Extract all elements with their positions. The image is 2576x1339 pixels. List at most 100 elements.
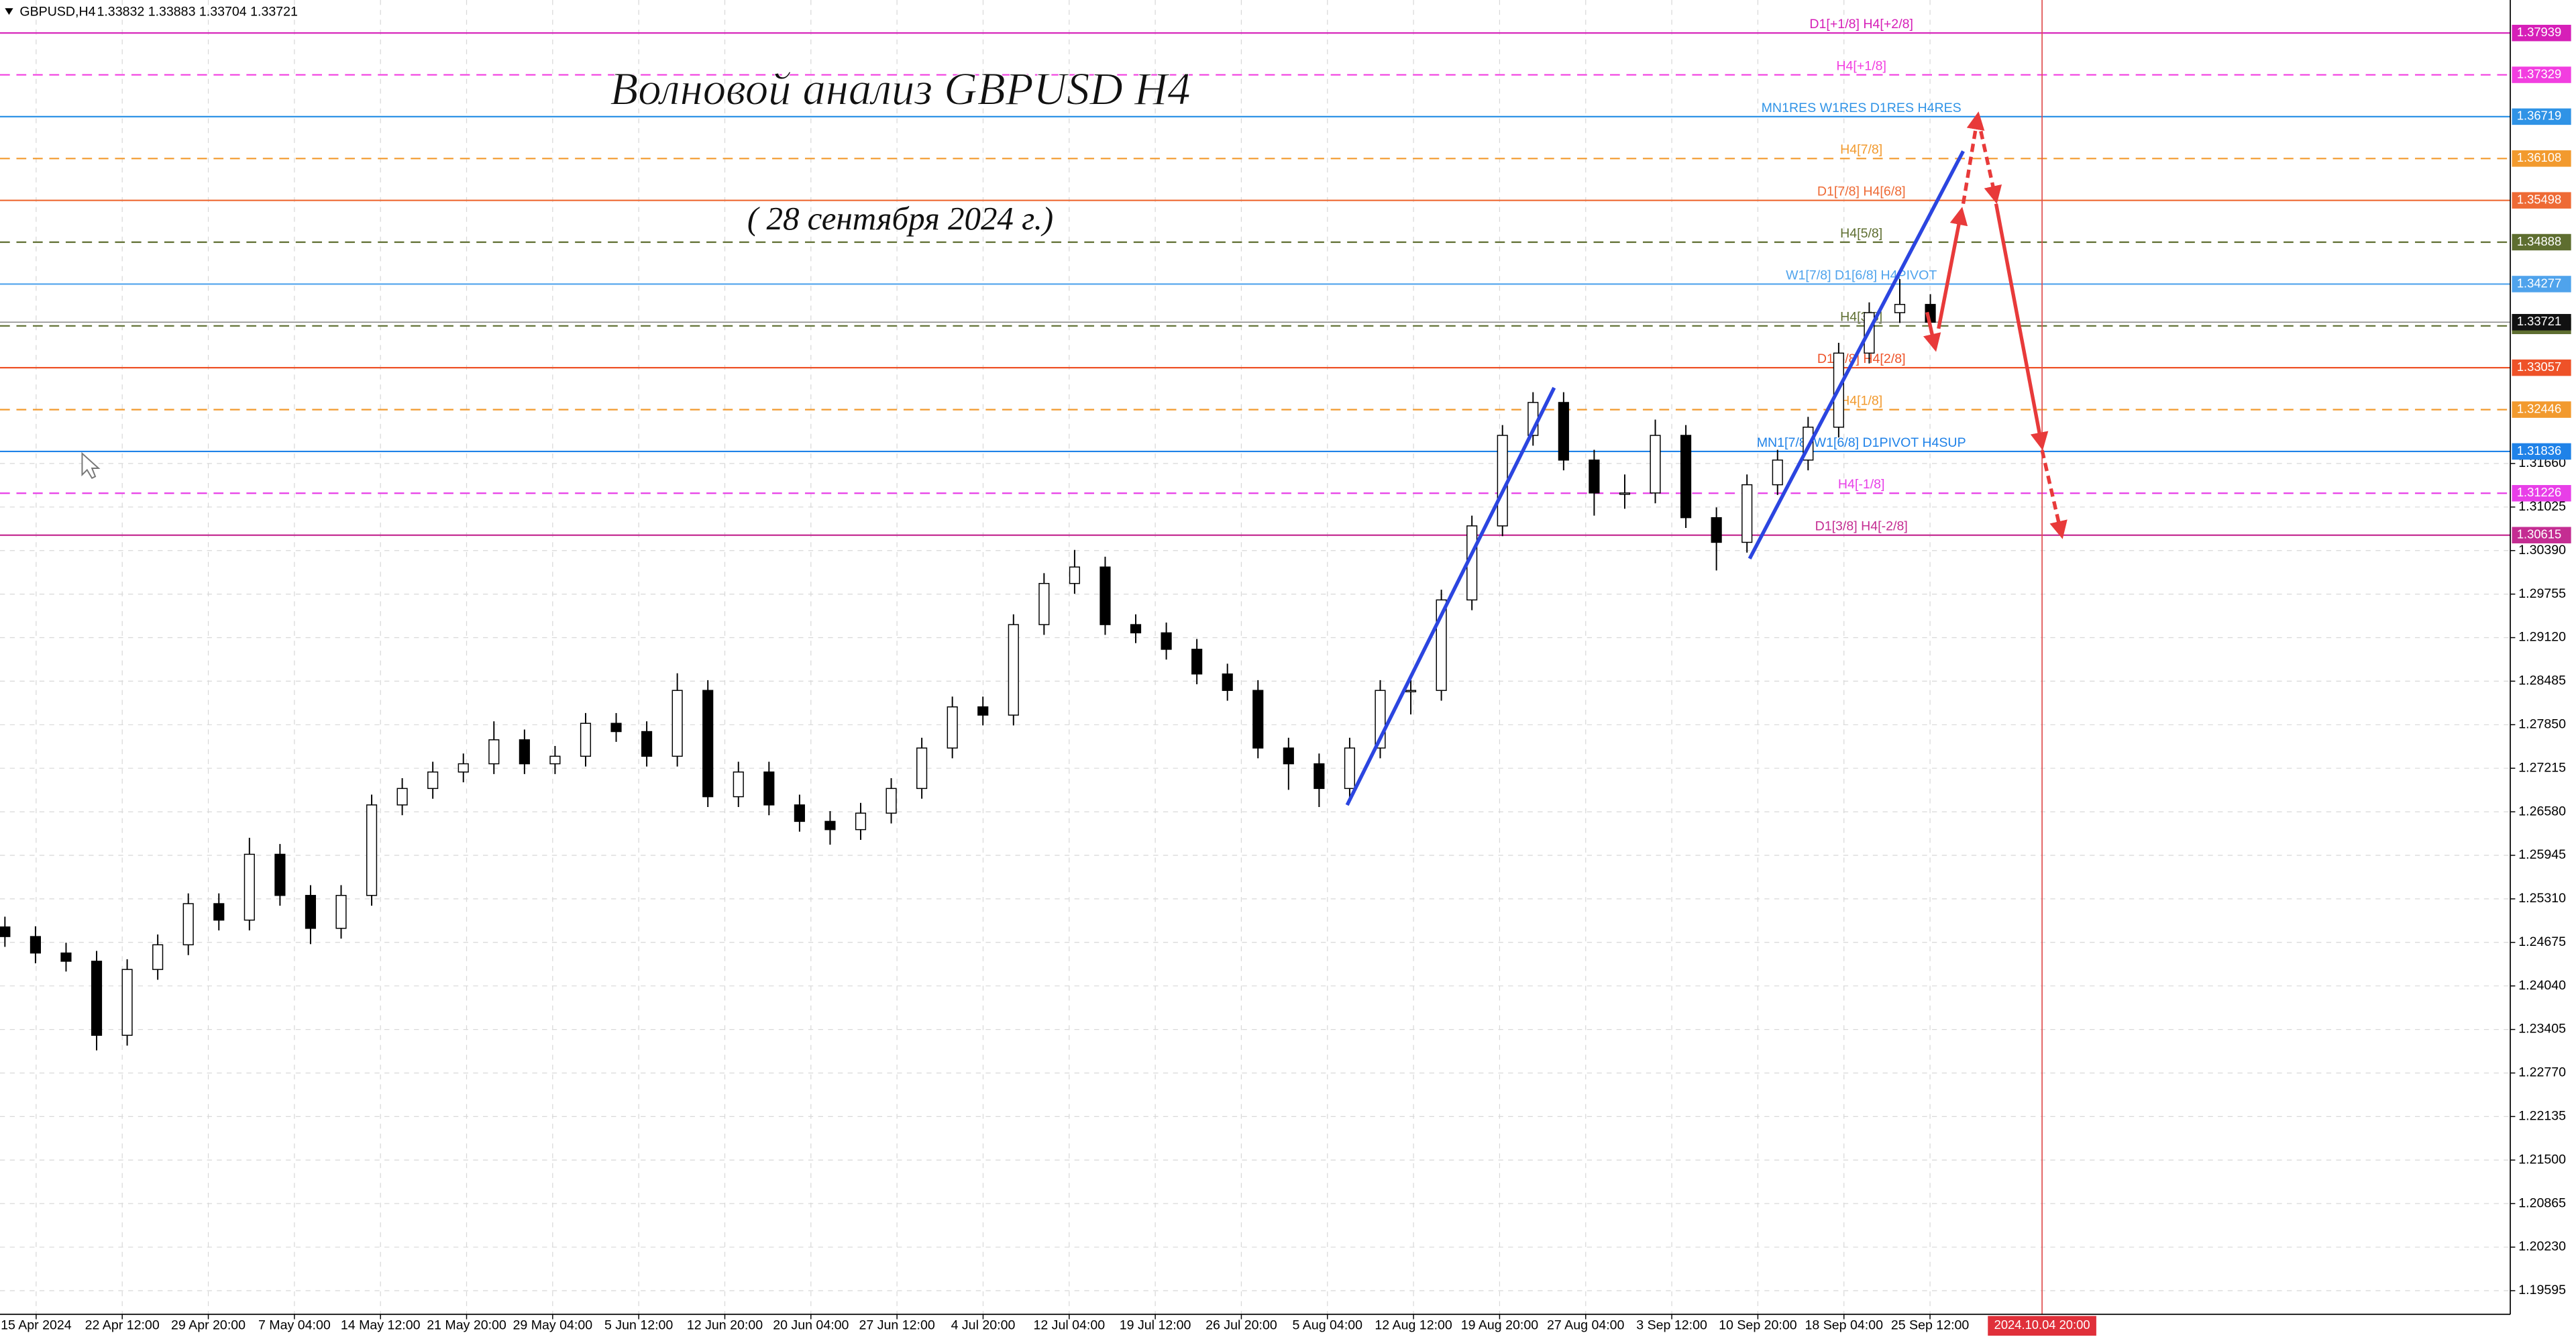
candle-body: [1558, 402, 1569, 461]
arrow: [1937, 207, 1968, 329]
x-tick-label: 26 Jul 20:00: [1205, 1318, 1277, 1333]
candle-body: [244, 853, 255, 921]
y-tick-label: 1.27215: [2518, 760, 2566, 775]
candle-body: [30, 936, 41, 954]
candle-body: [335, 895, 347, 929]
candle-body: [641, 731, 653, 757]
x-tick-label: 27 Jun 12:00: [859, 1318, 935, 1333]
menu-icon[interactable]: [5, 8, 13, 15]
level-label: H4[+1/8]: [1836, 58, 1886, 73]
candle-body: [1741, 484, 1753, 543]
level-label: MN1RES W1RES D1RES H4RES: [1762, 101, 1962, 115]
level-price-box: [2512, 485, 2571, 502]
x-tick-label: 4 Jul 20:00: [951, 1318, 1016, 1333]
candle-body: [1619, 492, 1631, 495]
x-tick-label: 12 Jun 20:00: [687, 1318, 763, 1333]
candle-body: [1344, 747, 1356, 790]
candle-body: [916, 747, 928, 790]
level-price: 1.36108: [2517, 150, 2561, 164]
x-tick-label: 20 Jun 04:00: [773, 1318, 849, 1333]
trend-line: [1748, 150, 1965, 559]
level-label: D1[5/8] H4[2/8]: [1817, 352, 1906, 366]
x-tick-label: 27 Aug 04:00: [1547, 1318, 1625, 1333]
candle-body: [733, 771, 744, 798]
arrow: [1923, 311, 1941, 352]
candle-body: [60, 952, 72, 962]
level-label: D1[+1/8] H4[+2/8]: [1809, 17, 1913, 32]
level-price-box: [2512, 192, 2571, 209]
candle-body: [0, 926, 11, 937]
candle-body: [1161, 632, 1172, 650]
level-price-box: [2512, 24, 2571, 42]
level-price-box: [2512, 527, 2571, 543]
candle-body: [977, 706, 989, 716]
level-price-box: [2512, 150, 2571, 167]
candles: [0, 278, 1936, 1051]
x-tick-label: 15 Apr 2024: [1, 1318, 72, 1333]
level-label: D1[7/8] H4[6/8]: [1817, 184, 1906, 199]
candle-body: [855, 812, 867, 831]
candle-body: [1222, 673, 1233, 691]
candle-body: [1894, 304, 1906, 313]
arrow: [1976, 117, 2002, 205]
level-price-box: [2512, 108, 2571, 125]
candle-body: [366, 804, 378, 896]
candle-body: [1772, 460, 1783, 486]
candle-body: [1405, 690, 1417, 692]
grid: [0, 0, 2511, 1315]
candle-body: [121, 969, 133, 1036]
level-price: 1.37939: [2517, 25, 2561, 39]
x-tick-label: 5 Jun 12:00: [604, 1318, 673, 1333]
y-tick-label: 1.21500: [2518, 1152, 2566, 1167]
forecast-date: 2024.10.04 20:00: [1994, 1318, 2090, 1332]
candle-body: [488, 739, 500, 765]
candle-body: [794, 804, 805, 822]
y-tick-label: 1.29120: [2518, 630, 2566, 645]
y-tick-label: 1.19595: [2518, 1283, 2566, 1297]
quote: 1.33832 1.33883 1.33704 1.33721: [97, 5, 297, 19]
trend-line: [1345, 386, 1556, 806]
levels: D1[+1/8] H4[+2/8] H4[+1/8] MN1RES W1RES D1…: [0, 17, 2511, 536]
x-tick-label: 21 May 20:00: [427, 1318, 506, 1333]
y-tick-label: 1.29755: [2518, 586, 2566, 601]
y-tick-label: 1.23405: [2518, 1022, 2566, 1036]
candle-body: [947, 706, 958, 749]
level-price: 1.31836: [2517, 443, 2561, 458]
level-price-box: [2512, 359, 2571, 376]
y-tick-label: 1.24040: [2518, 978, 2566, 993]
candle-body: [1069, 566, 1080, 584]
y-tick-label: 1.24675: [2518, 934, 2566, 949]
arrow: [2040, 449, 2068, 539]
axes: 1.19595 1.20230 1.20865 1.21500 1.22135 1.227…: [1, 24, 2571, 1336]
x-tick-label: 18 Sep 04:00: [1805, 1318, 1883, 1333]
level-label: H4[1/8]: [1840, 394, 1882, 409]
level-label: D1[3/8] H4[-2/8]: [1815, 519, 1908, 534]
x-tick-label: 22 Apr 12:00: [85, 1318, 160, 1333]
candle-body: [274, 853, 286, 896]
cursor: [81, 451, 101, 479]
level-price-box: [2512, 276, 2571, 292]
y-tick-label: 1.20865: [2518, 1195, 2566, 1210]
candle-body: [305, 895, 317, 929]
x-tick-label: 12 Aug 12:00: [1375, 1318, 1452, 1333]
level-price: 1.31226: [2517, 485, 2561, 499]
current-price: 1.33721: [2517, 314, 2561, 328]
y-tick-label: 1.30390: [2518, 543, 2566, 557]
level-price-box: [2512, 66, 2571, 83]
forecast-date-box: [1988, 1316, 2096, 1336]
level-price: 1.35498: [2517, 193, 2561, 207]
y-tick-label: 1.31025: [2518, 499, 2566, 514]
level-price: 1.34888: [2517, 234, 2561, 248]
arrow: [1994, 203, 2049, 451]
candle-body: [1099, 566, 1111, 625]
x-tick-label: 7 May 04:00: [258, 1318, 331, 1333]
candle-body: [702, 690, 714, 798]
level-price: 1.37329: [2517, 66, 2561, 81]
chart-title: Волновой анализ GBPUSD H4: [610, 63, 1190, 114]
y-tick-label: 1.25310: [2518, 891, 2566, 906]
candle-body: [213, 903, 225, 921]
y-tick-label: 1.28485: [2518, 674, 2566, 688]
candle-body: [182, 903, 194, 946]
